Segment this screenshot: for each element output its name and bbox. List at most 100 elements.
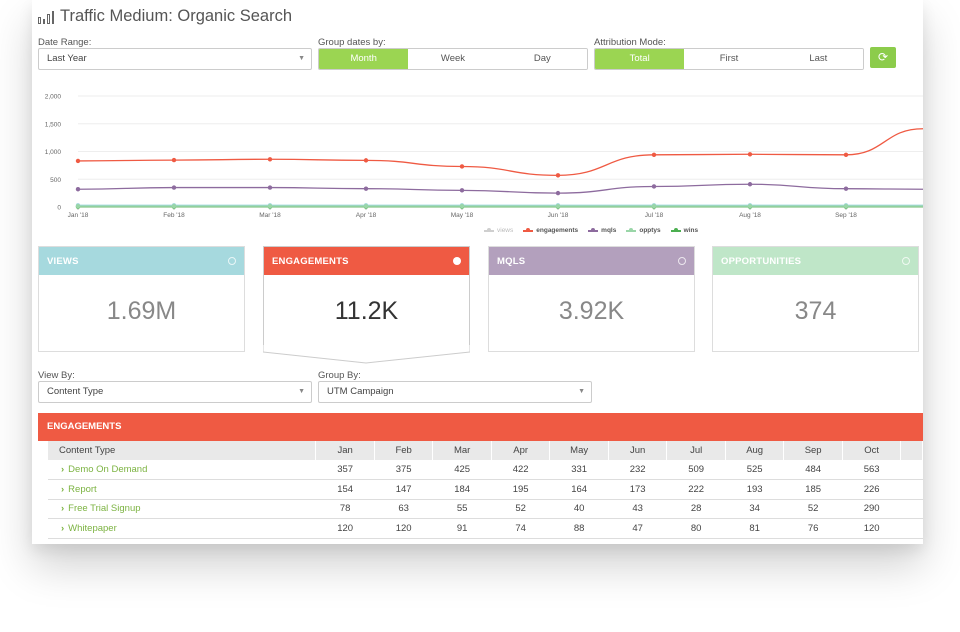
engagements-card-value: 11.2K: [334, 297, 399, 325]
chevron-right-icon: ›: [61, 483, 65, 495]
legend-wins[interactable]: wins: [670, 227, 698, 234]
date-range-select[interactable]: Last Year ▼: [38, 48, 312, 70]
column-header[interactable]: Mar: [432, 441, 492, 460]
table-cell: 40: [573, 503, 585, 515]
column-header[interactable]: Apr: [491, 441, 551, 460]
y-tick-label: 500: [50, 177, 61, 184]
chevron-right-icon: ›: [61, 503, 65, 515]
data-point-engagements: [363, 158, 369, 163]
attribution-total[interactable]: Total: [595, 49, 685, 69]
table-cell: 43: [632, 503, 643, 515]
column-header[interactable]: Jun: [608, 441, 668, 460]
views-card[interactable]: VIEWS 1.69M: [38, 246, 245, 352]
group-dates-label: Group dates by:: [318, 37, 386, 48]
attribution-first[interactable]: First: [684, 49, 774, 69]
column-header[interactable]: Oct: [842, 441, 902, 460]
view-by-select[interactable]: Content Type ▼: [38, 381, 312, 403]
x-tick-label: Mar '18: [259, 212, 281, 219]
table-cell-spacer: [901, 480, 923, 500]
dashboard-panel: Traffic Medium: Organic Search Date Rang…: [32, 0, 923, 544]
column-header[interactable]: Aug: [725, 441, 785, 460]
mqls-card[interactable]: MQLS 3.92K: [488, 246, 695, 352]
data-point-mqls: [747, 182, 753, 187]
x-tick-label: Aug '18: [739, 212, 761, 219]
table-row: › Free Trial Signup 78 63 55 52 40 43 28 34 52 290: [48, 499, 923, 519]
chart-legend: views engagements mqls opptys wins: [484, 227, 698, 234]
group-dates-toggle: Month Week Day: [318, 48, 588, 70]
table-cell: 226: [863, 483, 880, 495]
data-point-mqls: [267, 185, 273, 190]
legend-views[interactable]: views: [484, 227, 513, 234]
radio-icon[interactable]: [902, 257, 910, 265]
column-header[interactable]: Jul: [666, 441, 726, 460]
chevron-right-icon: ›: [61, 464, 65, 475]
table-cell: 425: [454, 464, 471, 475]
data-point-mqls: [75, 187, 81, 192]
row-expand-link[interactable]: › Report: [48, 480, 316, 500]
data-point-opptys: [459, 203, 465, 209]
column-header[interactable]: Feb: [374, 441, 434, 460]
chevron-down-icon: ▼: [298, 55, 305, 62]
table-cell: 375: [395, 464, 412, 475]
table-cell: 81: [749, 522, 760, 534]
table-cell: 120: [395, 522, 412, 534]
attribution-last[interactable]: Last: [773, 49, 863, 69]
engagements-card[interactable]: ENGAGEMENTS 11.2K: [263, 246, 470, 346]
table-row: › Report 154 147 184 195 164 173 222 193 185 226: [48, 480, 923, 500]
x-tick-label: Jul '18: [645, 212, 664, 219]
table-cell-spacer: [901, 499, 923, 519]
row-label: Free Trial Signup: [68, 503, 141, 515]
data-point-engagements: [459, 164, 465, 169]
x-tick-label: Apr '18: [356, 212, 377, 219]
table-cell: 185: [805, 483, 822, 495]
table-cell: 563: [863, 464, 880, 475]
data-point-mqls: [651, 184, 657, 189]
group-dates-day[interactable]: Day: [497, 49, 587, 69]
group-dates-week[interactable]: Week: [408, 49, 498, 69]
data-point-mqls: [555, 190, 561, 196]
radio-icon[interactable]: [228, 257, 236, 265]
legend-engagements[interactable]: engagements: [523, 227, 578, 234]
table-cell-spacer: [901, 460, 923, 480]
x-tick-label: May '18: [451, 212, 474, 219]
radio-icon[interactable]: [678, 257, 686, 265]
data-point-mqls: [171, 185, 177, 190]
refresh-button[interactable]: ⟳: [870, 47, 896, 68]
row-expand-link[interactable]: › Demo On Demand: [48, 460, 316, 480]
opportunities-card[interactable]: OPPORTUNITIES 374: [712, 246, 919, 352]
table-cell-spacer: [901, 519, 923, 539]
column-header[interactable]: May: [549, 441, 609, 460]
date-range-label: Date Range:: [38, 37, 92, 48]
group-by-select[interactable]: UTM Campaign ▼: [318, 381, 592, 403]
legend-opptys[interactable]: opptys: [626, 227, 661, 234]
table-cell: 52: [515, 503, 526, 515]
data-point-mqls: [843, 186, 849, 191]
radio-selected-icon[interactable]: [453, 257, 461, 265]
table-cell: 34: [749, 503, 760, 515]
y-tick-label: 2,000: [45, 94, 62, 101]
data-point-engagements: [555, 173, 561, 178]
table-cell: 154: [337, 483, 354, 495]
table-cell: 120: [337, 522, 354, 534]
chevron-right-icon: ›: [61, 522, 65, 534]
data-point-engagements: [75, 158, 81, 164]
mqls-card-label: MQLS: [497, 255, 526, 267]
line-chart: 0 500 1,000 1,500 2,000 Jan '18 Feb '18 Mar '18…: [45, 94, 923, 219]
table-cell: 357: [337, 464, 354, 475]
data-point-opptys: [651, 203, 657, 209]
row-expand-link[interactable]: › Whitepaper: [48, 519, 316, 539]
table-cell: 509: [688, 464, 705, 475]
column-header[interactable]: Content Type: [48, 441, 317, 460]
row-label: Whitepaper: [68, 522, 117, 534]
engagements-card-label: ENGAGEMENTS: [272, 255, 349, 267]
table-cell: 195: [512, 483, 529, 495]
views-card-label: VIEWS: [47, 255, 79, 267]
row-expand-link[interactable]: › Free Trial Signup: [48, 499, 316, 519]
legend-mqls[interactable]: mqls: [588, 227, 616, 234]
column-header[interactable]: Sep: [783, 441, 843, 460]
mqls-card-value: 3.92K: [558, 297, 625, 325]
chevron-down-icon: ▼: [578, 388, 585, 395]
data-point-engagements: [843, 152, 849, 158]
group-dates-month[interactable]: Month: [319, 49, 409, 69]
column-header[interactable]: Jan: [315, 441, 375, 460]
